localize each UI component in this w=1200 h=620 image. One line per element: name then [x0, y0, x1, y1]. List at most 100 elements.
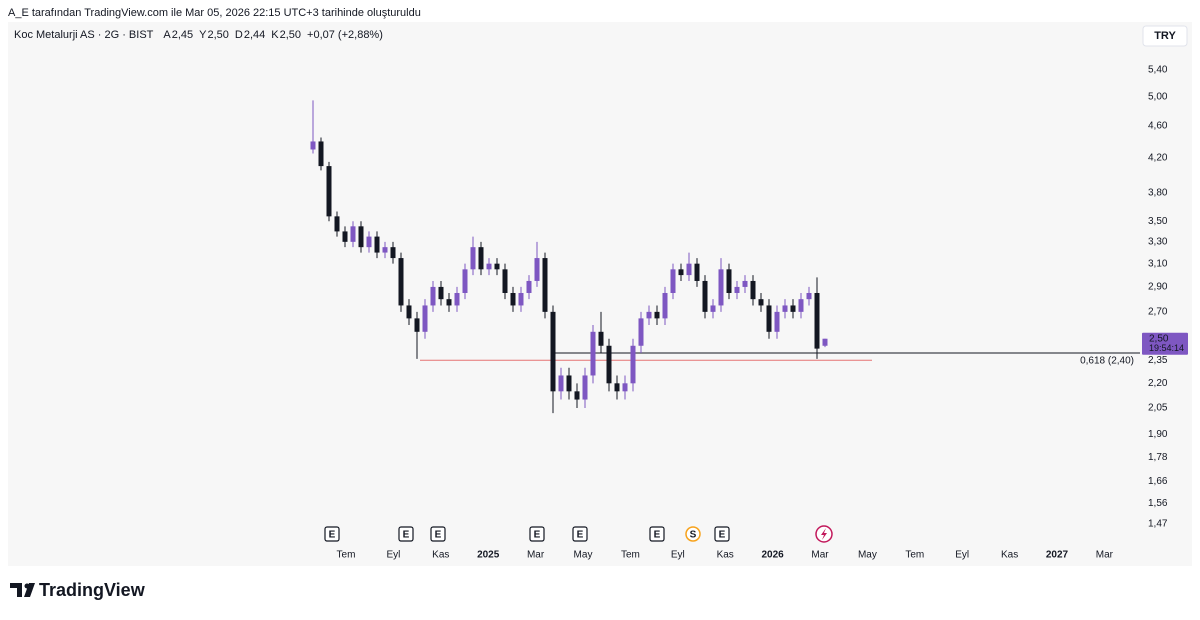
- x-tick-label: Tem: [905, 550, 924, 561]
- symbol: Koc Metalurji AS · 2G · BIST: [14, 29, 154, 41]
- change: +0,07 (+2,88%): [307, 29, 383, 41]
- last-price-box: [1142, 332, 1188, 355]
- candle-body: [782, 305, 788, 312]
- candle-body: [694, 263, 700, 281]
- y-tick-label: 3,10: [1148, 258, 1168, 269]
- candle-body: [574, 391, 580, 400]
- candle-body: [670, 269, 676, 293]
- candle-body: [542, 258, 548, 312]
- event-icon: [685, 526, 701, 542]
- event-icon: [324, 526, 340, 542]
- candle-body: [806, 292, 812, 300]
- x-tick-label: Eyl: [955, 550, 969, 561]
- y-tick-label: 5,40: [1148, 65, 1168, 76]
- currency: TRY: [1154, 30, 1176, 42]
- candle-body: [654, 311, 660, 319]
- candle-body: [766, 305, 772, 332]
- candle-body: [422, 305, 428, 332]
- y-tick-label: 2,05: [1148, 403, 1168, 414]
- candle-body: [758, 299, 764, 306]
- candle-body: [814, 292, 820, 349]
- y-tick-label: 2,90: [1148, 282, 1168, 293]
- event-label: E: [654, 530, 661, 541]
- candle-body: [822, 338, 828, 346]
- candle-body: [470, 247, 476, 270]
- ohlc-value: 2,45: [172, 29, 193, 41]
- x-tick-label: Mar: [527, 550, 545, 561]
- countdown: 19:54:14: [1149, 343, 1184, 353]
- event-label: E: [403, 530, 410, 541]
- event-label: E: [577, 530, 584, 541]
- candle-body: [718, 269, 724, 306]
- candle-body: [454, 292, 460, 306]
- flash-icon: [821, 528, 827, 540]
- candle-body: [446, 299, 452, 306]
- y-tick-label: 2,35: [1148, 355, 1168, 366]
- candle-body: [742, 280, 748, 287]
- y-tick-label: 3,80: [1148, 187, 1168, 198]
- candle-body: [678, 269, 684, 276]
- event-icon: [714, 526, 730, 542]
- candle-body: [430, 286, 436, 306]
- candle-body: [726, 269, 732, 293]
- candle-body: [390, 247, 396, 259]
- x-tick-label: Kas: [717, 550, 734, 561]
- candle-body: [534, 258, 540, 281]
- candle-body: [558, 375, 564, 392]
- candle-body: [582, 375, 588, 400]
- x-tick-label: May: [858, 550, 877, 561]
- y-tick-label: 3,50: [1148, 216, 1168, 227]
- x-tick-label: Kas: [1001, 550, 1018, 561]
- ohlc-value: 2,44: [244, 29, 265, 41]
- ohlc-label: Y: [199, 29, 207, 41]
- candle-body: [462, 269, 468, 293]
- y-tick-label: 2,70: [1148, 306, 1168, 317]
- candle-body: [334, 216, 340, 232]
- logo: TradingView: [10, 580, 146, 600]
- candle-body: [686, 263, 692, 276]
- candle-body: [414, 318, 420, 332]
- event-icon: [649, 526, 665, 542]
- candle-body: [710, 305, 716, 312]
- candle-body: [614, 383, 620, 392]
- candle-body: [590, 331, 596, 376]
- candle-body: [566, 375, 572, 392]
- candle-body: [630, 345, 636, 384]
- ohlc-value: 2,50: [207, 29, 228, 41]
- candle-body: [550, 311, 556, 392]
- event-icon: [398, 526, 414, 542]
- candle-body: [374, 236, 380, 253]
- event-icon: [430, 526, 446, 542]
- ohlc-label: A: [163, 29, 171, 41]
- y-tick-label: 3,30: [1148, 236, 1168, 247]
- last-price-label: 2,50: [1149, 333, 1169, 344]
- candle-body: [502, 269, 508, 293]
- candle-body: [774, 311, 780, 332]
- candle-body: [406, 305, 412, 319]
- candle-body: [750, 280, 756, 300]
- candle-body: [790, 305, 796, 312]
- event-label: E: [435, 530, 442, 541]
- y-tick-label: 1,47: [1148, 519, 1168, 530]
- x-tick-label: Tem: [621, 550, 640, 561]
- y-tick-label: 1,78: [1148, 452, 1168, 463]
- event-label: E: [719, 530, 726, 541]
- candle-body: [318, 141, 324, 167]
- x-tick-label: 2026: [761, 550, 784, 561]
- candle-body: [734, 286, 740, 293]
- candle-body: [350, 226, 356, 242]
- candle-body: [366, 236, 372, 248]
- event-icon: [572, 526, 588, 542]
- candle-body: [526, 280, 532, 293]
- candle-body: [342, 231, 348, 242]
- y-tick-label: 1,66: [1148, 476, 1168, 487]
- candle-body: [398, 258, 404, 306]
- x-tick-label: Eyl: [671, 550, 685, 561]
- ohlc-value: 2,50: [280, 29, 301, 41]
- candle-body: [798, 299, 804, 312]
- x-tick-label: Eyl: [386, 550, 400, 561]
- x-tick-label: Kas: [432, 550, 449, 561]
- candle-body: [646, 311, 652, 319]
- event-label: E: [329, 530, 336, 541]
